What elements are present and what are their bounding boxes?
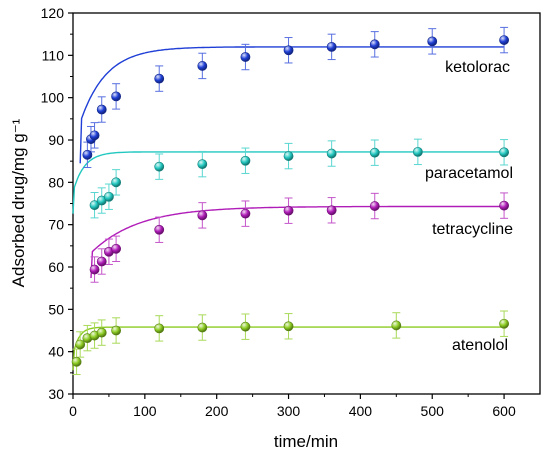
series-label-ketolorac: ketolorac [445, 59, 510, 76]
y-axis-ticks: 30 40 50 60 70 80 90 100 110 120 [41, 5, 73, 402]
data-point-paracetamol [499, 147, 509, 158]
data-point-tetracycline [283, 205, 294, 216]
fit-curve-tetracycline [90, 205, 504, 279]
data-point-ketolorac [499, 35, 509, 45]
y-tick-label: 70 [48, 217, 64, 233]
data-point-atenolol [391, 320, 402, 331]
data-point-atenolol [240, 321, 251, 332]
y-tick-label: 50 [48, 301, 64, 317]
y-tick-label: 30 [48, 386, 64, 402]
x-tick-label: 600 [492, 403, 516, 419]
data-point-ketolorac [89, 130, 100, 141]
y-tick-label: 100 [41, 90, 65, 106]
data-point-atenolol [75, 339, 86, 350]
data-point-tetracycline [499, 200, 509, 211]
x-axis-ticks: 0 100 200 300 400 500 600 [69, 394, 516, 419]
data-point-paracetamol [326, 148, 337, 159]
data-point-tetracycline [326, 205, 337, 216]
data-point-paracetamol [412, 146, 423, 157]
x-axis-label: time/min [274, 432, 338, 451]
data-point-tetracycline [96, 256, 107, 267]
x-tick-label: 500 [421, 403, 445, 419]
x-tick-label: 300 [277, 403, 301, 419]
data-point-paracetamol [111, 177, 122, 188]
x-tick-label: 400 [349, 403, 373, 419]
data-point-paracetamol [154, 161, 165, 172]
series-label-paracetamol: paracetamol [425, 165, 513, 182]
series-label-tetracycline: tetracycline [432, 221, 513, 238]
data-point-ketolorac [111, 91, 122, 102]
data-point-tetracycline [111, 243, 122, 254]
series-labels: ketolorac paracetamol tetracycline atenolol [425, 59, 513, 354]
y-tick-label: 110 [42, 47, 65, 63]
data-point-ketolorac [427, 36, 438, 47]
data-point-atenolol [96, 327, 107, 338]
data-point-ketolorac [197, 61, 208, 71]
data-point-ketolorac [369, 39, 380, 50]
y-tick-label: 90 [48, 132, 64, 148]
data-point-tetracycline [240, 208, 251, 219]
data-point-paracetamol [89, 200, 100, 211]
data-point-ketolorac [283, 45, 294, 56]
y-tick-label: 80 [48, 174, 64, 190]
data-point-atenolol [197, 322, 208, 333]
data-point-atenolol [71, 356, 82, 367]
data-point-atenolol [154, 323, 165, 334]
data-point-paracetamol [283, 151, 294, 161]
x-tick-label: 100 [133, 403, 157, 419]
y-tick-label: 60 [48, 259, 64, 275]
x-tick-label: 0 [69, 403, 77, 419]
data-point-atenolol [499, 318, 509, 329]
y-axis-label: Adsorbed drug/mg g⁻¹ [9, 118, 28, 287]
data-point-paracetamol [240, 155, 251, 166]
fit-curve-ketolorac [79, 46, 505, 164]
data-point-ketolorac [96, 104, 107, 115]
data-point-ketolorac [240, 52, 251, 62]
data-point-ketolorac [82, 149, 93, 160]
data-point-paracetamol [197, 159, 208, 170]
data-point-atenolol [111, 325, 122, 336]
data-point-tetracycline [197, 210, 208, 221]
data-point-ketolorac [326, 41, 337, 52]
data-point-tetracycline [89, 264, 100, 275]
y-tick-label: 120 [41, 5, 65, 21]
data-point-tetracycline [369, 201, 380, 211]
y-tick-label: 40 [48, 344, 64, 360]
data-points [71, 35, 509, 367]
data-point-atenolol [283, 321, 294, 332]
data-point-ketolorac [154, 73, 165, 84]
data-point-paracetamol [104, 191, 114, 202]
series-label-atenolol: atenolol [452, 337, 508, 354]
data-point-paracetamol [369, 147, 380, 158]
x-tick-label: 200 [205, 403, 229, 419]
data-point-tetracycline [154, 224, 165, 235]
